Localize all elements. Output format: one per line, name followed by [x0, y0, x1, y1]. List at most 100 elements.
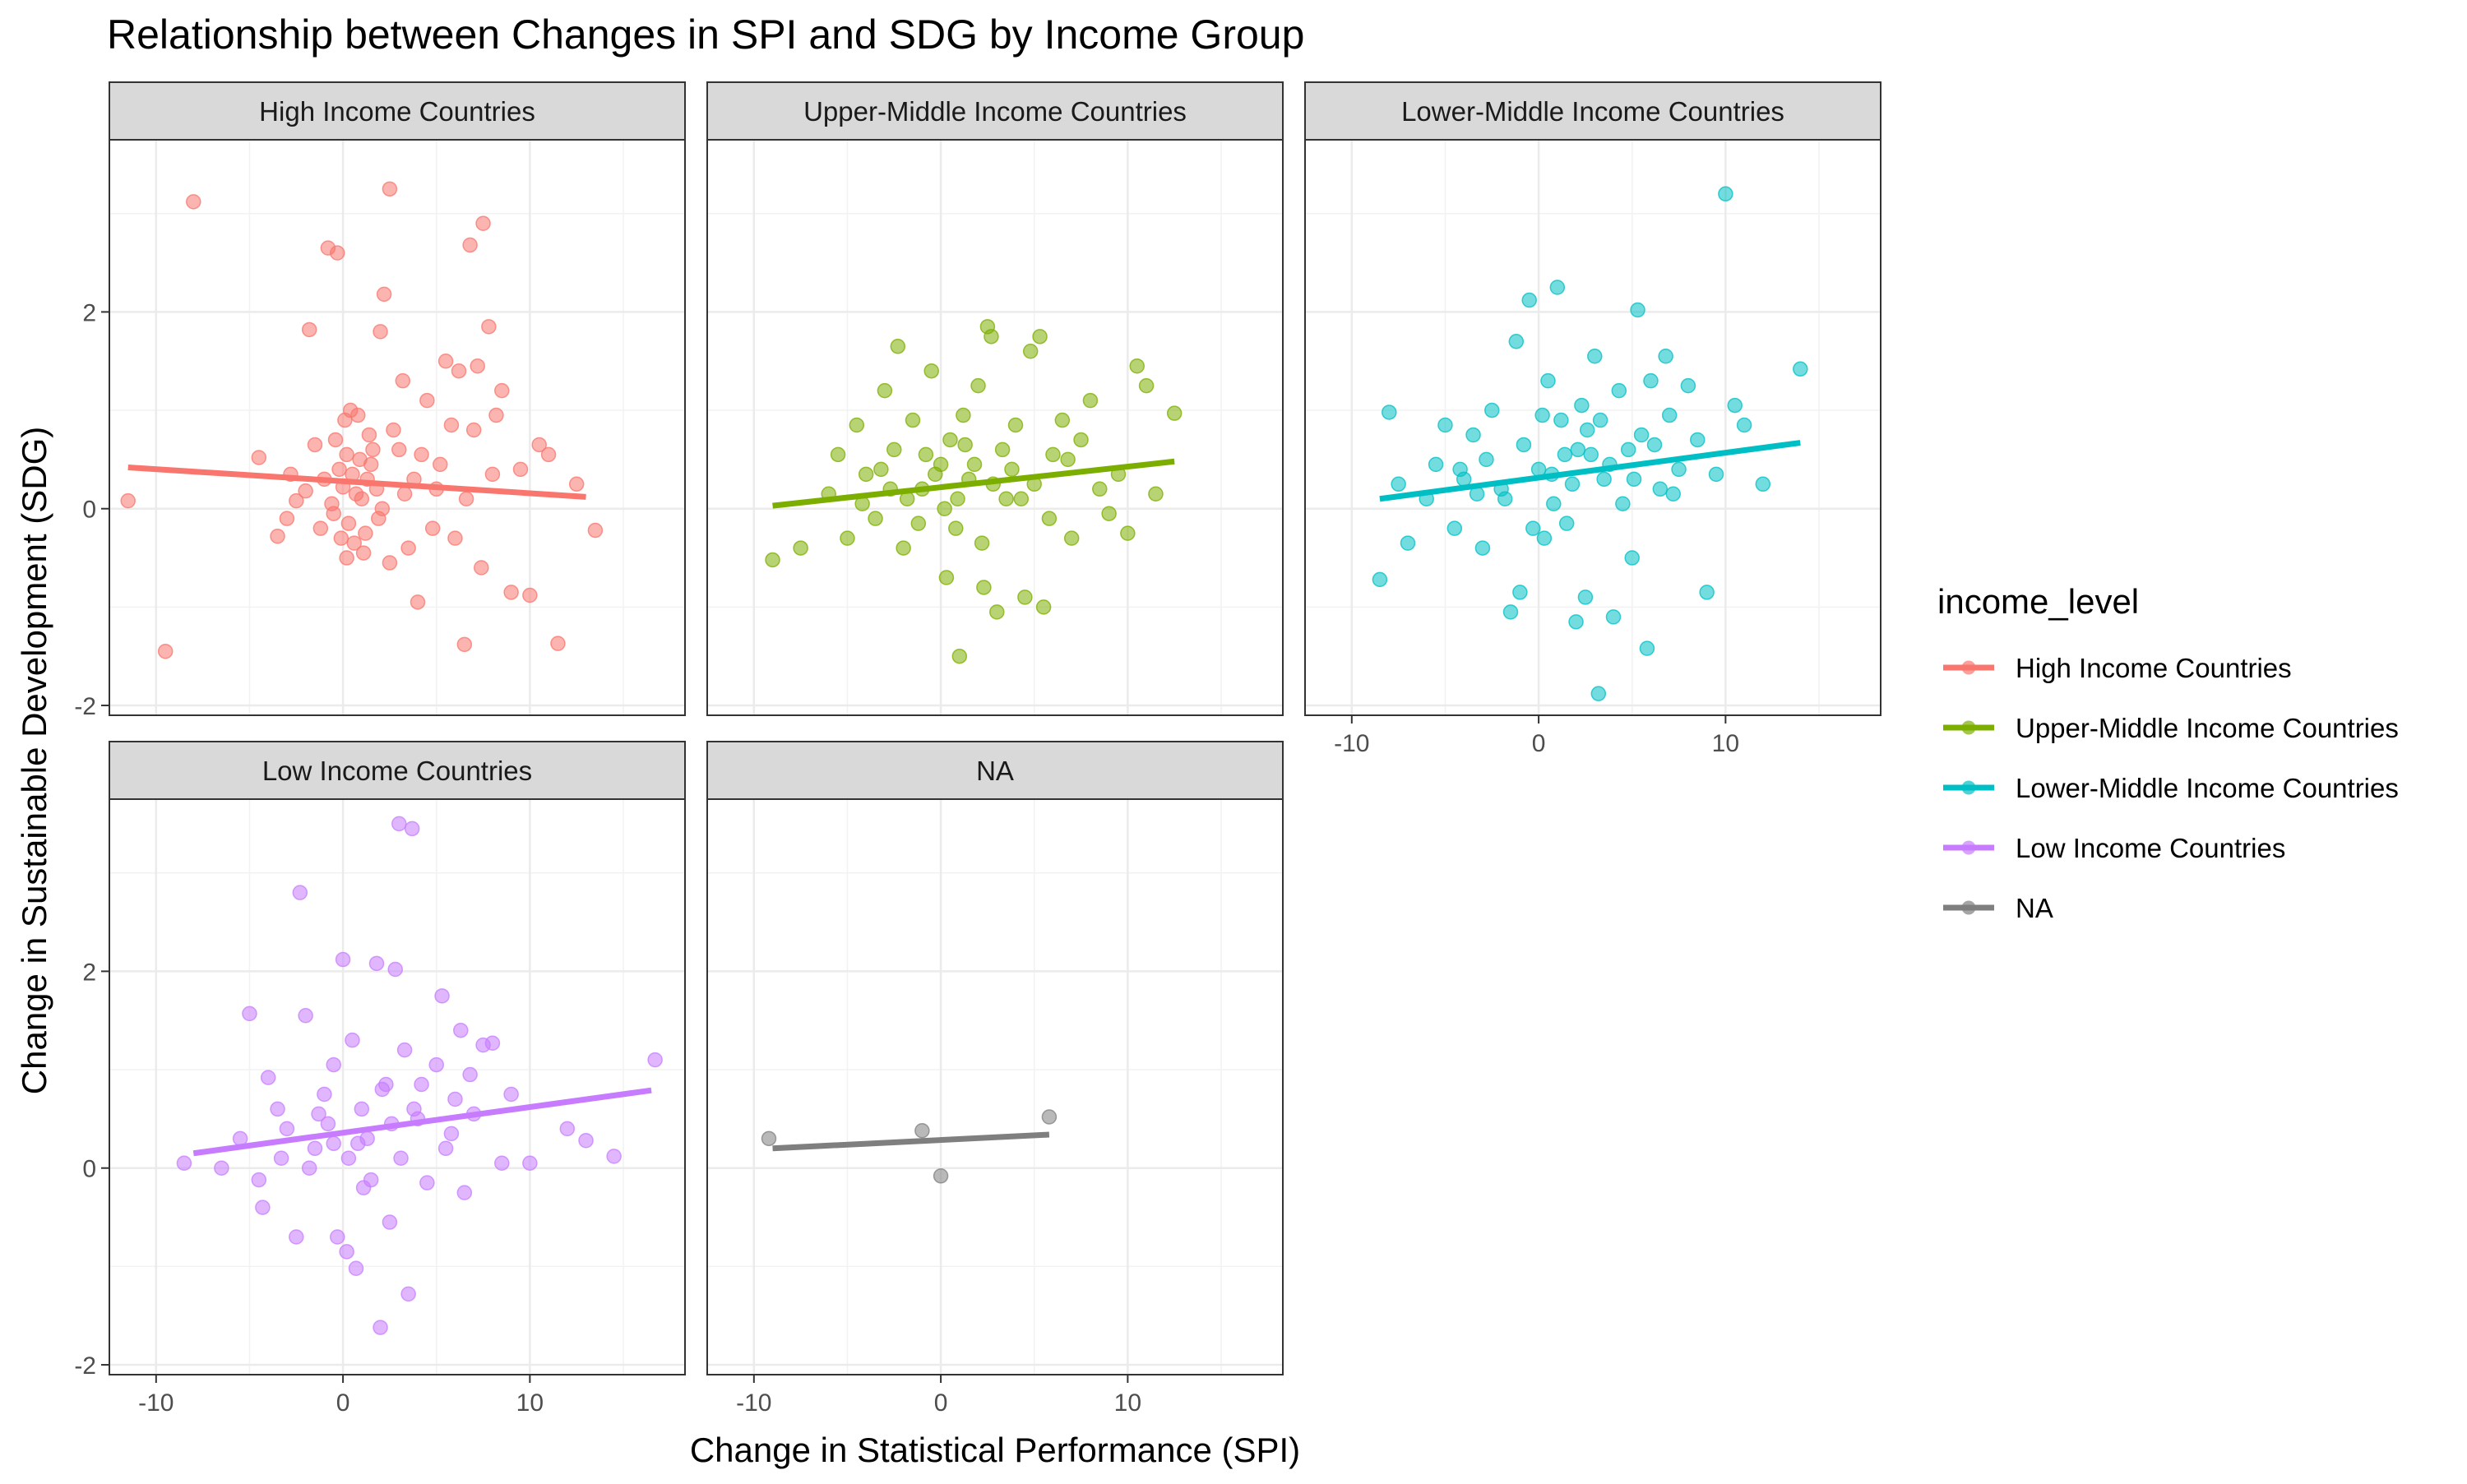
data-point — [400, 540, 416, 556]
data-point — [331, 461, 347, 478]
data-point — [260, 1070, 276, 1085]
data-point — [447, 530, 463, 546]
data-point — [984, 329, 999, 344]
y-tick-label: -2 — [74, 693, 96, 720]
panel-border-lower-middle-income-countries — [1304, 139, 1881, 716]
data-point — [994, 442, 1011, 458]
data-point — [1558, 515, 1575, 531]
panel-border-high-income-countries — [109, 139, 686, 716]
data-point — [512, 461, 529, 478]
gridlines-upper-middle-income-countries — [707, 140, 1283, 715]
data-point — [350, 1135, 366, 1152]
gridlines-lower-middle-income-countries — [1305, 140, 1881, 715]
panel-na: NA -10 0 10 — [706, 741, 1284, 1417]
data-point — [289, 1229, 304, 1245]
data-point — [1639, 640, 1655, 656]
data-point — [1793, 361, 1808, 377]
data-point — [339, 550, 354, 566]
data-point — [938, 570, 955, 585]
strip-lower-middle-income-countries — [1304, 81, 1881, 141]
data-point — [488, 407, 504, 423]
legend: income_level High Income Countries Upper-… — [1937, 582, 2399, 923]
data-point — [998, 491, 1014, 507]
strip-label-upper-middle-income-countries: Upper-Middle Income Countries — [803, 96, 1187, 127]
data-point — [433, 456, 448, 473]
data-point — [933, 1168, 949, 1184]
data-point — [451, 363, 467, 379]
data-point — [1583, 446, 1599, 463]
y-tick-label: 2 — [82, 959, 96, 986]
data-point — [918, 446, 934, 463]
y-tick-label: 2 — [82, 299, 96, 326]
gridlines-na — [707, 799, 1283, 1375]
data-point — [858, 466, 874, 483]
y-tick-label: 0 — [82, 497, 96, 524]
trend-line-na — [772, 1131, 1050, 1152]
data-point — [1138, 377, 1155, 394]
data-point — [434, 988, 450, 1004]
y-axis-title: Change in Sustainable Development (SDG) — [15, 427, 53, 1094]
data-point — [307, 437, 323, 453]
strip-upper-middle-income-countries — [706, 81, 1284, 141]
data-point — [1736, 417, 1752, 433]
legend-item-high-income-countries: High Income Countries — [1943, 653, 2292, 683]
legend-item-na: NA — [1943, 893, 2053, 923]
data-point — [1540, 372, 1556, 389]
data-point — [419, 1175, 435, 1190]
data-point — [242, 1006, 257, 1022]
data-point — [1590, 686, 1607, 701]
data-point — [120, 492, 136, 509]
data-point — [326, 1056, 341, 1073]
panel-border-low-income-countries — [109, 798, 686, 1375]
data-point — [406, 1101, 422, 1117]
data-point — [374, 1081, 391, 1098]
data-point — [1605, 609, 1622, 625]
data-point — [346, 535, 362, 551]
data-point — [1007, 417, 1024, 433]
data-point — [474, 560, 489, 576]
data-point — [1382, 405, 1397, 420]
data-point — [371, 511, 386, 526]
data-point — [373, 324, 388, 340]
x-tick-label: -10 — [736, 1389, 771, 1417]
data-point — [424, 520, 441, 536]
data-point — [345, 1032, 360, 1048]
data-point — [255, 1200, 271, 1215]
data-point — [1727, 397, 1743, 414]
data-point — [793, 540, 808, 556]
data-point — [1633, 427, 1650, 443]
trend-line-high-income-countries — [127, 464, 586, 500]
data-point — [1041, 1109, 1058, 1125]
data-point — [157, 643, 174, 659]
strip-high-income-countries — [109, 81, 686, 141]
data-point — [914, 1122, 930, 1139]
legend-key-point — [1961, 660, 1976, 675]
data-point — [1587, 348, 1603, 364]
data-point — [1391, 476, 1406, 492]
data-point — [1060, 451, 1076, 468]
data-point — [989, 604, 1005, 620]
data-point — [1534, 407, 1550, 423]
data-point — [382, 1214, 398, 1230]
data-point — [896, 540, 911, 556]
data-point — [342, 402, 359, 418]
data-point — [475, 215, 491, 231]
data-point — [937, 501, 952, 516]
data-point — [1017, 589, 1033, 605]
data-point — [948, 520, 964, 536]
data-point — [393, 1150, 409, 1167]
data-point — [868, 511, 883, 526]
data-point — [1148, 486, 1164, 502]
data-point — [279, 511, 295, 526]
data-point — [484, 1035, 501, 1052]
data-point — [176, 1155, 192, 1171]
data-point — [333, 530, 349, 546]
legend-key-point — [1961, 720, 1976, 735]
data-point — [462, 237, 478, 253]
data-point — [443, 1126, 460, 1142]
data-point — [1474, 540, 1491, 556]
data-point — [1054, 412, 1071, 428]
data-point — [396, 1042, 413, 1058]
data-point — [373, 1320, 388, 1335]
data-point — [437, 1140, 454, 1157]
